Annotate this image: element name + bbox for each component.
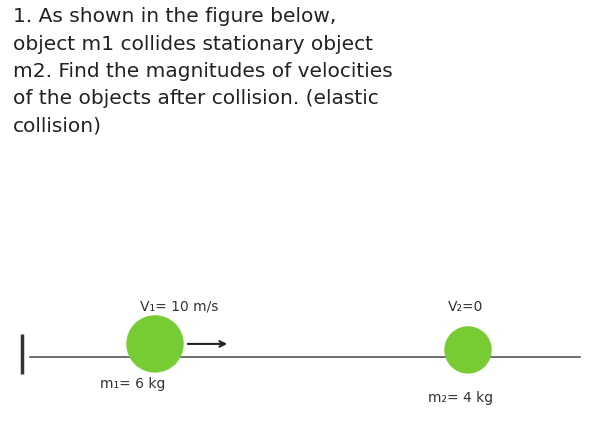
Ellipse shape (445, 327, 491, 373)
Ellipse shape (127, 316, 183, 372)
Text: V₁= 10 m/s: V₁= 10 m/s (140, 300, 218, 314)
Text: 1. As shown in the figure below,
object m1 collides stationary object
m2. Find t: 1. As shown in the figure below, object … (13, 7, 392, 136)
Text: m₂= 4 kg: m₂= 4 kg (428, 391, 493, 405)
Text: V₂=0: V₂=0 (448, 300, 484, 314)
Text: m₁= 6 kg: m₁= 6 kg (100, 377, 165, 391)
